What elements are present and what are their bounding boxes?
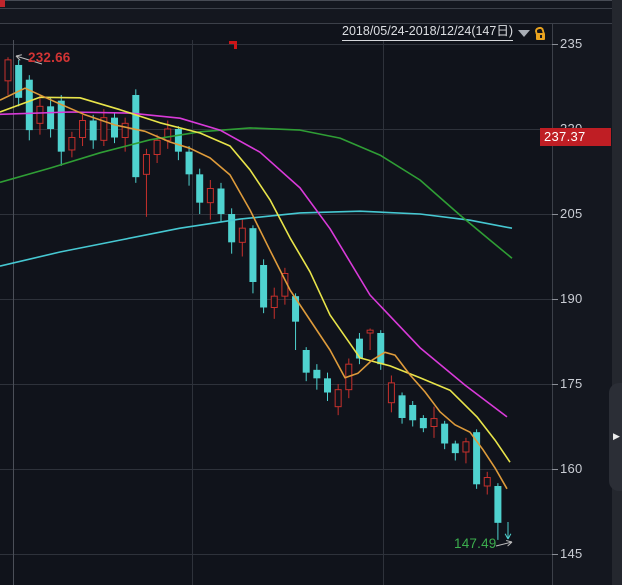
price-badge: 237.37	[540, 128, 611, 146]
down-candle-body	[473, 432, 481, 485]
ma-orange	[0, 87, 508, 490]
high-price-label: 232.66	[28, 50, 71, 65]
down-candle-body	[185, 151, 193, 175]
side-panel-handle[interactable]	[609, 383, 622, 491]
down-candle-body	[377, 332, 385, 365]
clipped-red-box	[0, 0, 5, 7]
y-axis-label: 145	[560, 546, 583, 561]
unlock-icon[interactable]	[534, 25, 546, 40]
down-candle-body	[111, 117, 118, 138]
up-candle-body	[483, 477, 491, 487]
up-candle-body	[462, 441, 470, 453]
y-axis-label: 160	[560, 461, 583, 476]
up-candle-body	[238, 227, 246, 243]
down-candle-body	[15, 64, 23, 98]
down-candle-body	[196, 174, 204, 203]
toolbar-divider-2	[0, 23, 622, 24]
down-candle-body	[174, 128, 182, 152]
y-axis-label: 175	[560, 376, 583, 391]
down-candle-body	[302, 349, 310, 373]
up-candle-body	[366, 329, 374, 334]
high-annotation-arrow	[15, 55, 43, 65]
down-candle-body	[249, 228, 257, 282]
low-annotation-arrow-head	[507, 541, 513, 547]
up-candle-body	[36, 105, 44, 124]
low-annotation-arrow-head	[506, 540, 513, 543]
date-range-label[interactable]: 2018/05/24-2018/12/24(147日)	[342, 24, 513, 41]
down-candle-body	[260, 264, 268, 308]
red-corner-icon	[229, 41, 237, 49]
y-axis-label: 205	[560, 206, 583, 221]
down-candle-body	[441, 423, 449, 444]
top-border	[0, 0, 622, 1]
y-axis-label: 190	[560, 291, 583, 306]
y-axis-line	[552, 23, 553, 585]
y-axis-label: 235	[560, 36, 583, 51]
expand-panel-arrow-icon[interactable]: ▶	[613, 432, 620, 442]
y-axis-tick	[552, 299, 558, 300]
up-candle-body	[142, 153, 150, 175]
down-candle-body	[324, 378, 331, 393]
up-candle-body	[430, 418, 438, 427]
up-candle-body	[206, 187, 214, 204]
down-candle-body	[409, 404, 417, 421]
side-panel-strip	[612, 0, 622, 585]
up-candle-body	[334, 389, 342, 408]
down-candle-body	[292, 296, 300, 322]
y-axis-tick	[552, 44, 558, 45]
down-candle-body	[132, 94, 140, 178]
down-candle-body	[419, 417, 427, 429]
up-candle-body	[68, 136, 76, 151]
down-candle-body	[25, 79, 33, 131]
up-candle-body	[387, 382, 395, 404]
last-low-down-arrow-icon-head	[504, 533, 509, 540]
down-candle-body	[47, 106, 55, 129]
last-low-down-arrow-icon-head	[507, 533, 512, 540]
low-annotation-arrow	[495, 541, 513, 547]
down-candle-body	[217, 188, 225, 214]
up-candle-body	[270, 295, 278, 308]
up-candle-body	[153, 139, 161, 155]
ma-magenta	[0, 111, 508, 418]
down-candle-body	[398, 395, 406, 418]
y-axis-tick	[552, 214, 558, 215]
low-price-label: 147.49	[454, 536, 497, 551]
chevron-down-icon[interactable]	[518, 30, 530, 37]
high-annotation-arrow-head	[15, 55, 21, 61]
up-candle-body	[4, 59, 12, 82]
lock-keyhole	[540, 34, 542, 38]
high-annotation-arrow-head	[15, 54, 22, 57]
ma-green	[0, 127, 513, 259]
toolbar-divider-1	[0, 8, 622, 9]
down-candle-body	[89, 120, 97, 141]
date-range-control[interactable]: 2018/05/24-2018/12/24(147日)	[342, 24, 546, 41]
down-candle-body	[228, 213, 236, 243]
down-candle-body	[355, 338, 363, 359]
ma-yellow	[0, 96, 511, 463]
y-axis-tick	[552, 384, 558, 385]
down-candle-body	[494, 486, 502, 523]
down-candle-body	[451, 443, 459, 454]
up-candle-body	[100, 117, 108, 141]
up-candle-body	[79, 119, 87, 138]
down-candle-body	[57, 100, 65, 152]
up-candle-body	[121, 122, 129, 138]
up-candle-body	[164, 128, 172, 141]
ma-slow-cyan	[0, 210, 513, 267]
y-axis-tick	[552, 469, 558, 470]
down-candle-body	[313, 369, 321, 379]
y-axis-tick	[552, 554, 558, 555]
